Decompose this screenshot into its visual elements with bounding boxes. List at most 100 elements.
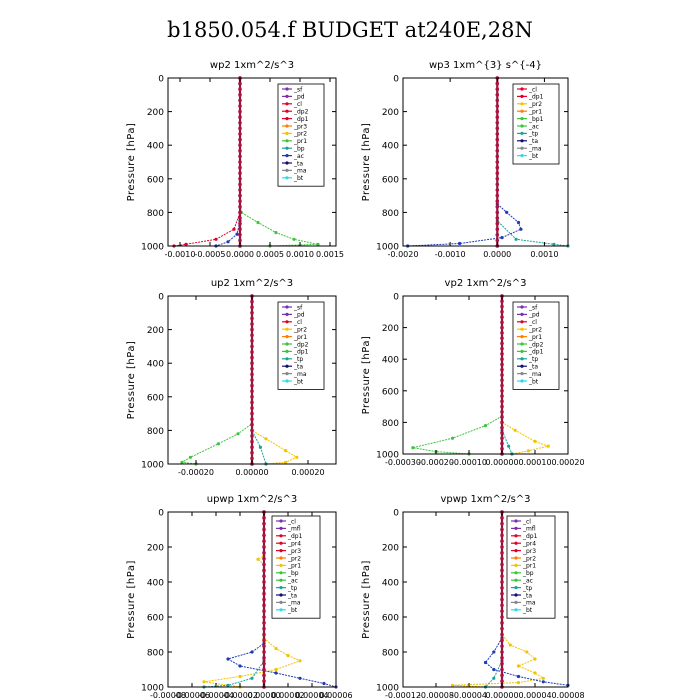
center-profile-point [262, 516, 266, 520]
center-profile-point [495, 137, 500, 142]
legend-entry: _cl [522, 518, 531, 525]
y-tick-label: 800 [382, 649, 399, 659]
center-profile-point [495, 115, 500, 119]
legend-entry: _dp2 [528, 341, 544, 348]
legend-marker [285, 117, 289, 121]
legend-marker [285, 168, 289, 172]
y-tick-label: 600 [147, 175, 164, 185]
center-profile-point [238, 81, 242, 86]
center-profile-point [495, 216, 500, 220]
center-profile-point [500, 446, 504, 451]
series-point [519, 227, 523, 231]
center-profile-point [262, 609, 266, 613]
center-profile-point [500, 556, 504, 561]
legend-entry: _ma [528, 146, 542, 153]
center-profile-point [250, 322, 254, 326]
x-tick-label: -0.0010 [165, 250, 196, 259]
legend-marker [285, 342, 289, 346]
legend-marker [520, 154, 524, 158]
legend-entry: _pr2 [528, 327, 542, 334]
center-profile-point [500, 373, 504, 377]
x-tick-label: -0.00020 [178, 468, 214, 477]
series-point [533, 671, 537, 675]
legend-marker [279, 563, 283, 568]
legend-marker [285, 131, 289, 135]
center-profile-point [238, 205, 242, 209]
legend-entry: _pr4 [287, 541, 301, 548]
center-profile-point [238, 216, 242, 220]
legend-entry: _pr1 [293, 138, 307, 145]
center-profile-point [238, 221, 242, 226]
y-tick-label: 1000 [141, 243, 164, 253]
x-tick-label: 0.00008 [551, 691, 584, 700]
center-profile-point [250, 378, 254, 382]
legend-entry: _pr3 [287, 548, 301, 555]
center-profile-point [500, 362, 504, 367]
legend-entry: _pr2 [293, 327, 307, 334]
legend-marker [520, 349, 524, 353]
center-profile-point [500, 441, 504, 446]
legend-marker [285, 124, 289, 128]
center-profile-point [500, 679, 504, 683]
center-profile-point [262, 650, 266, 654]
center-profile-point [238, 115, 242, 119]
y-tick-label: 200 [382, 324, 399, 334]
center-profile-point [500, 656, 504, 660]
center-profile-point [500, 310, 504, 314]
center-profile-point [500, 586, 504, 590]
legend-entry: _pr1 [287, 563, 301, 570]
legend-entry: _ac [293, 153, 304, 160]
x-tick-label: -0.00008 [418, 691, 454, 700]
legend-entry: _bt [293, 175, 304, 182]
series-line-3 [485, 512, 503, 688]
figure-title: b1850.054.f BUDGET at240E,28N [167, 18, 533, 42]
center-profile-point [262, 621, 266, 625]
series-line-1 [407, 78, 522, 247]
series-line-3 [203, 512, 265, 688]
center-profile-point [495, 154, 500, 159]
x-tick-label: -0.00002 [222, 691, 258, 700]
legend-entry: _cl [287, 518, 296, 525]
x-tick-label: -0.00006 [174, 691, 210, 700]
center-profile-point [238, 93, 242, 97]
legend-marker [520, 335, 524, 339]
legend-marker [285, 320, 289, 324]
chart-panel-5: 02004006008001000-0.00008-0.00006-0.0000… [126, 494, 353, 700]
legend-entry: _ta [522, 592, 532, 599]
x-tick-label: -0.00010 [451, 458, 487, 467]
center-profile-point [238, 143, 242, 147]
center-profile-point [500, 425, 504, 430]
center-profile-point [495, 227, 500, 231]
legend-entry: _tp [522, 585, 532, 592]
center-profile-point [250, 451, 254, 455]
y-tick-label: 800 [147, 427, 164, 437]
legend-marker [520, 364, 524, 368]
x-tick-label: 0.00000 [247, 691, 280, 700]
x-tick-label: 0.00004 [518, 691, 551, 700]
center-profile-point [250, 361, 254, 366]
center-profile-point [500, 650, 504, 654]
legend-entry: _pr1 [293, 334, 307, 341]
center-profile-point [250, 355, 254, 360]
legend-marker [285, 372, 289, 376]
legend-entry: _cl [528, 86, 537, 93]
center-profile-point [500, 603, 504, 608]
center-profile-point [238, 233, 242, 237]
y-tick-label: 1000 [376, 451, 399, 461]
series-point [216, 442, 220, 446]
legend-marker [514, 600, 518, 605]
legend-entry: _dp1 [528, 349, 544, 356]
plot-frame [402, 511, 569, 688]
x-tick-label: -0.00004 [451, 691, 487, 700]
legend-marker [514, 578, 518, 582]
legend-marker [514, 556, 518, 560]
series-point [492, 676, 496, 680]
center-profile-point [250, 423, 254, 427]
center-profile-point [250, 311, 254, 315]
legend-entry: _ma [528, 371, 542, 378]
center-profile-point [500, 591, 504, 596]
series-point [505, 210, 509, 214]
center-profile-point [262, 586, 266, 590]
series-point [516, 220, 521, 225]
